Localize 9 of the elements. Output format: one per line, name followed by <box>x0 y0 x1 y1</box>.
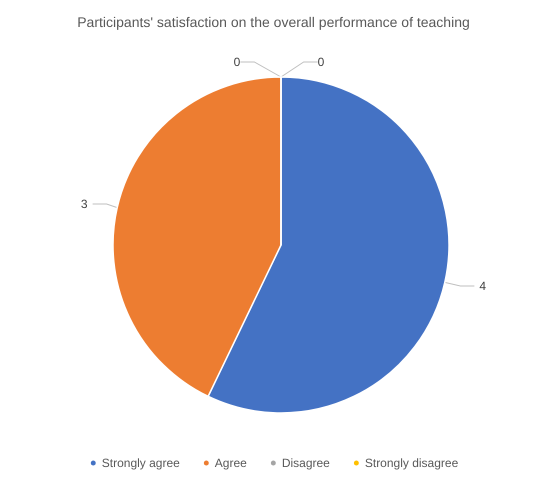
text: 0 <box>234 55 240 69</box>
data-label: 3 <box>80 197 88 212</box>
text: 0 <box>318 55 324 69</box>
chart-title: Participants' satisfaction on the overall performance of teaching <box>77 14 470 30</box>
legend-label: Strongly agree <box>102 456 180 470</box>
legend-label: Strongly disagree <box>364 456 459 470</box>
data-label: 4 <box>479 278 486 293</box>
legend-label: Disagree <box>282 456 330 470</box>
legend-label: Agree <box>214 456 248 470</box>
